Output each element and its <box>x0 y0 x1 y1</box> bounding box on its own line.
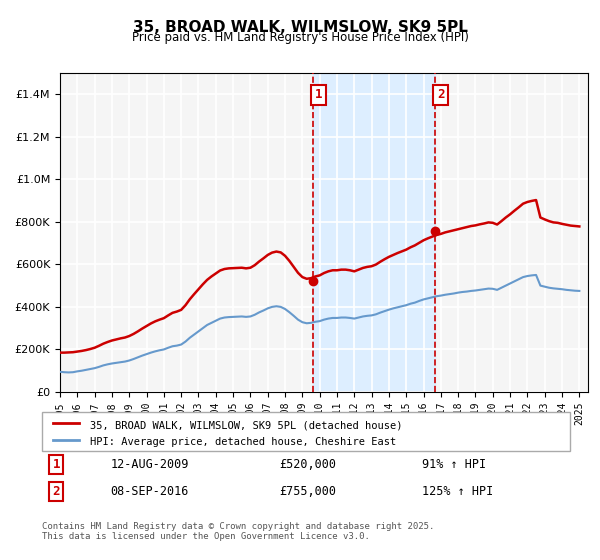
Bar <box>313 73 436 392</box>
Text: £520,000: £520,000 <box>280 458 337 471</box>
Text: 08-SEP-2016: 08-SEP-2016 <box>110 486 189 498</box>
Text: Price paid vs. HM Land Registry's House Price Index (HPI): Price paid vs. HM Land Registry's House … <box>131 31 469 44</box>
Text: £755,000: £755,000 <box>280 486 337 498</box>
Text: 2: 2 <box>437 88 445 101</box>
Text: Contains HM Land Registry data © Crown copyright and database right 2025.
This d: Contains HM Land Registry data © Crown c… <box>42 522 434 542</box>
Text: 35, BROAD WALK, WILMSLOW, SK9 5PL (detached house): 35, BROAD WALK, WILMSLOW, SK9 5PL (detac… <box>89 421 402 430</box>
Text: 1: 1 <box>315 88 322 101</box>
Text: 2: 2 <box>53 486 60 498</box>
Text: 1: 1 <box>53 458 60 471</box>
FancyBboxPatch shape <box>42 412 570 451</box>
Text: 12-AUG-2009: 12-AUG-2009 <box>110 458 189 471</box>
Text: 91% ↑ HPI: 91% ↑ HPI <box>422 458 486 471</box>
Text: 125% ↑ HPI: 125% ↑ HPI <box>422 486 493 498</box>
Text: 35, BROAD WALK, WILMSLOW, SK9 5PL: 35, BROAD WALK, WILMSLOW, SK9 5PL <box>133 20 467 35</box>
Text: HPI: Average price, detached house, Cheshire East: HPI: Average price, detached house, Ches… <box>89 437 396 447</box>
